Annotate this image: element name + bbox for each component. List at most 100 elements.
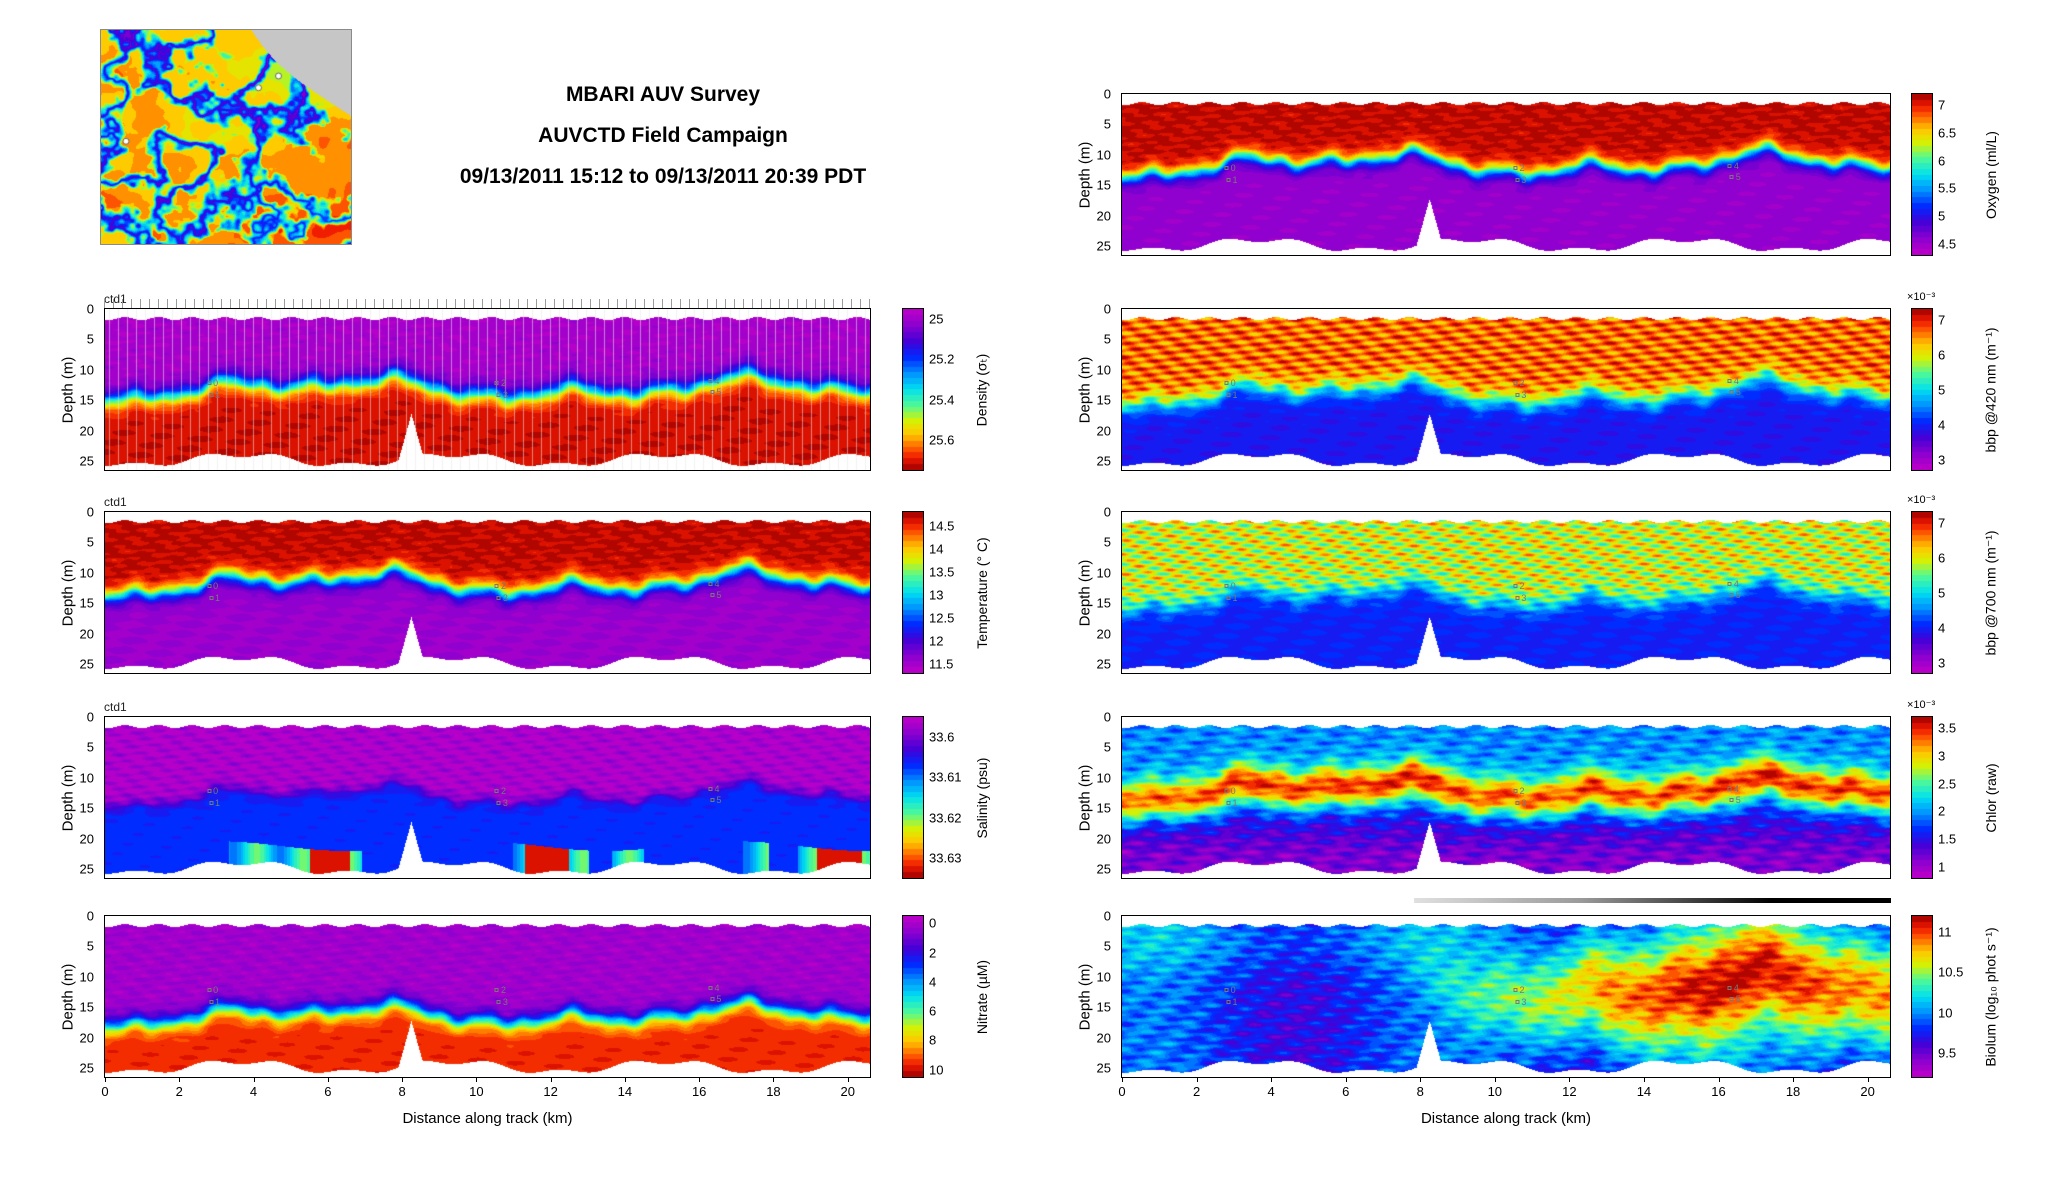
- waypoint-square-icon: [1226, 596, 1231, 601]
- colorbar-tick-label: 6: [1938, 550, 1946, 565]
- colorbar-tick-label: 14.5: [929, 518, 955, 534]
- waypoint-square-icon: [494, 381, 499, 386]
- waypoint-number: 4: [714, 579, 720, 590]
- colorbar-frame: [1911, 308, 1933, 471]
- colorbar-frame: [902, 716, 924, 879]
- y-tick-label: 25: [79, 861, 94, 877]
- colorbar-gradient-canvas: [1912, 512, 1932, 673]
- waypoint-number: 2: [1519, 786, 1525, 797]
- waypoint-number: 0: [1230, 163, 1236, 174]
- figure-title-line3: 09/13/2011 15:12 to 09/13/2011 20:39 PDT: [459, 165, 867, 188]
- y-tick-label: 15: [1096, 392, 1111, 408]
- colorbar: 0 2 4 6 8 10 Nitrate (µM): [902, 915, 1042, 1078]
- x-tick-label: 4: [1267, 1084, 1275, 1099]
- figure-title-line2: AUVCTD Field Campaign: [538, 124, 788, 147]
- y-tick-label: 15: [1096, 595, 1111, 611]
- x-tick-mark: [476, 1077, 478, 1082]
- waypoint-number: 2: [500, 786, 506, 797]
- colorbar-tick-label: 3: [1938, 748, 1946, 764]
- colorbar-tick-label: 10.5: [1938, 964, 1964, 980]
- waypoint-number: 5: [716, 794, 722, 805]
- colorbar-gradient-canvas: [1912, 717, 1932, 878]
- waypoint-marker: 3: [1515, 798, 1526, 808]
- waypoint-marker: 0: [1224, 581, 1236, 591]
- y-tick-label: 25: [79, 656, 94, 672]
- x-tick-label: 18: [1785, 1084, 1801, 1099]
- waypoint-marker: 0: [207, 985, 218, 995]
- waypoint-square-icon: [1513, 584, 1518, 589]
- waypoint-marker: 4: [1727, 784, 1739, 794]
- colorbar: 11 10.5 10 9.5 Biolum (log₁₀ phot s⁻¹): [1911, 915, 2051, 1078]
- colorbar-tick-label: 33.62: [929, 810, 962, 826]
- x-tick-mark: [402, 1077, 404, 1082]
- y-axis-ticks: 0 5 10 15 20 25: [1021, 710, 1115, 879]
- colorbar: 14.5 14 13.5 13 12.5 12 11.5 Temperature (° C): [902, 511, 1042, 674]
- y-tick-label: 10: [79, 362, 94, 378]
- colorbar-tick-label: 6: [1938, 347, 1946, 362]
- waypoint-number: 1: [1232, 798, 1238, 809]
- y-tick-label: 0: [86, 504, 94, 520]
- x-tick-mark: [1867, 1077, 1869, 1082]
- y-tick-label: 20: [1096, 626, 1111, 641]
- waypoint-square-icon: [1515, 178, 1520, 183]
- waypoint-number: 1: [215, 997, 221, 1008]
- waypoint-square-icon: [1727, 986, 1732, 991]
- waypoint-marker: 1: [209, 798, 220, 808]
- panel-corner-label: ctd1: [104, 495, 127, 509]
- waypoint-square-icon: [1224, 166, 1229, 171]
- waypoint-square-icon: [1224, 988, 1229, 993]
- colorbar-tick-label: 25.6: [929, 432, 955, 448]
- y-tick-label: 0: [1103, 908, 1111, 924]
- waypoint-marker: 1: [1226, 997, 1237, 1007]
- colorbar-tick-label: 4: [1938, 417, 1946, 432]
- y-axis-ticks: 0 5 10 15 20 25: [1021, 87, 1115, 256]
- x-tick-mark: [550, 1077, 552, 1082]
- colorbar-tick-label: 2.5: [1938, 776, 1957, 792]
- colorbar-tick-label: 33.61: [929, 769, 962, 785]
- colorbar-tick-label: 3: [1938, 452, 1946, 467]
- y-tick-label: 10: [1096, 770, 1111, 786]
- waypoint-square-icon: [1226, 801, 1231, 806]
- waypoint-square-icon: [708, 787, 713, 792]
- waypoint-marker: 0: [1224, 786, 1236, 796]
- x-axis-ticks: 0 2 4 6 8 10 12 14 16 18 20: [101, 1077, 871, 1107]
- colorbar-label: bbp @700 nm (m⁻¹): [1982, 529, 1999, 656]
- colorbar: 33.6 33.61 33.62 33.63 Salinity (psu): [902, 716, 1042, 879]
- waypoint-marker: 4: [708, 579, 720, 590]
- waypoint-number: 3: [1521, 997, 1527, 1008]
- waypoint-number: 4: [1733, 579, 1739, 590]
- waypoint-number: 5: [1735, 794, 1741, 805]
- waypoint-marker: 3: [496, 798, 508, 808]
- y-axis-ticks: 0 5 10 15 20 25: [4, 302, 98, 471]
- x-tick-label: 2: [1192, 1084, 1201, 1099]
- waypoint-square-icon: [1226, 1000, 1231, 1005]
- x-axis-label: Distance along track (km): [402, 1110, 573, 1127]
- waypoint-number: 0: [1230, 985, 1236, 996]
- y-axis-ticks: 0 5 10 15 20 25: [1021, 505, 1115, 674]
- waypoint-marker: 2: [1513, 378, 1525, 389]
- waypoint-marker: 4: [1727, 983, 1739, 993]
- waypoint-marker: 1: [1226, 175, 1237, 185]
- waypoint-number: 2: [1519, 378, 1525, 389]
- waypoint-marker: 3: [1515, 175, 1526, 185]
- waypoint-marker: 5: [710, 994, 721, 1004]
- colorbar-frame: [1911, 716, 1933, 879]
- colorbar-tick-label: 7: [1938, 97, 1946, 113]
- colorbar-frame: [902, 511, 924, 674]
- x-tick-mark: [1643, 1077, 1645, 1082]
- y-axis-ticks: 0 5 10 15 20 25: [4, 710, 98, 879]
- colorbar-label: Biolum (log₁₀ phot s⁻¹): [1982, 926, 1999, 1067]
- x-tick-mark: [1718, 1077, 1720, 1082]
- colorbar-tick-label: 4.5: [1938, 236, 1957, 252]
- colorbar-label: Salinity (psu): [974, 757, 990, 838]
- waypoint-marker: 3: [496, 390, 508, 400]
- y-tick-label: 5: [86, 938, 94, 954]
- waypoint-number: 0: [1230, 378, 1236, 389]
- waypoint-number: 1: [215, 798, 221, 809]
